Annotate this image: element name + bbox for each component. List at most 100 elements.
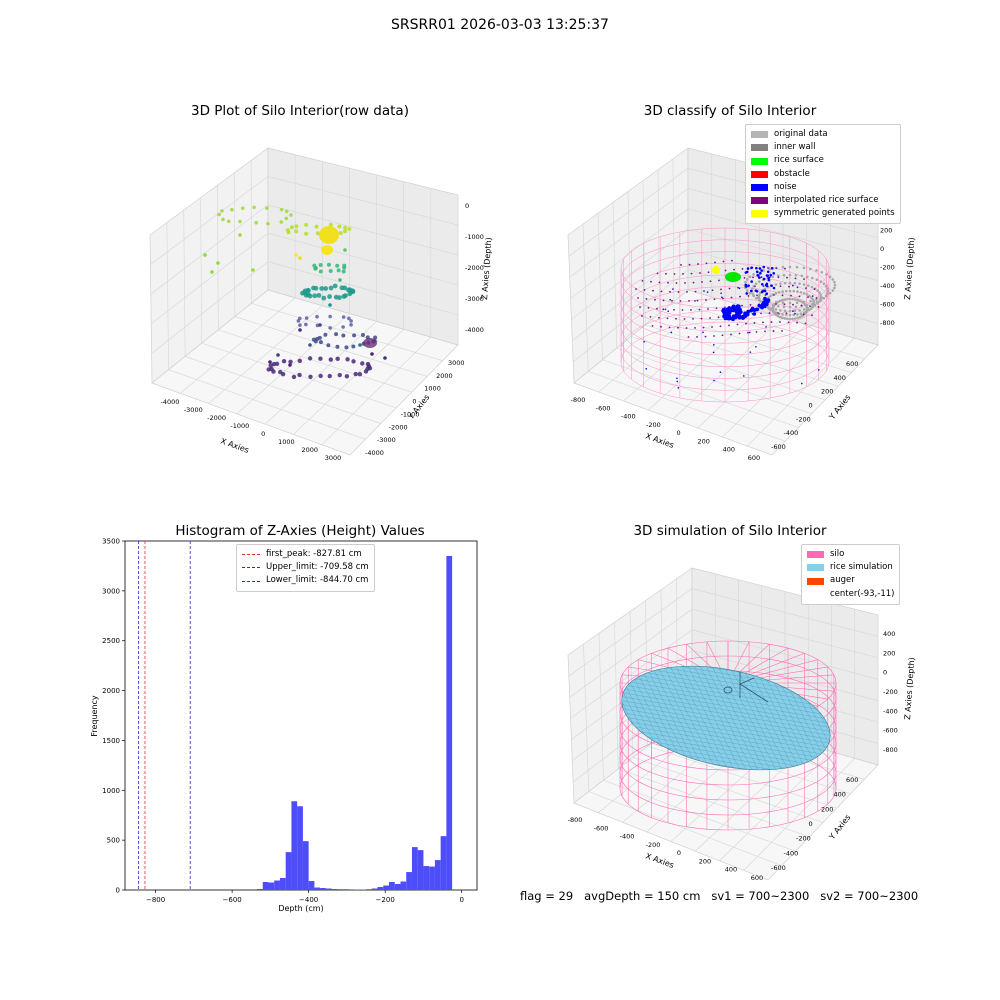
p2-point-interp [807, 296, 809, 299]
p2-point-interp [709, 280, 712, 283]
p2-point-interp [775, 267, 778, 270]
p2-point-noise [792, 284, 794, 287]
p2-xtick: -800 [571, 396, 586, 404]
p2-point-interp [705, 262, 708, 265]
p2-point-interp [707, 308, 709, 310]
x-tick-label: −600 [223, 896, 242, 904]
panel2-legend: original data inner wall rice surface obsta… [745, 124, 901, 225]
p2-point-noise [731, 304, 736, 309]
p2-point-noise [746, 267, 750, 270]
p4-xtick: -800 [568, 816, 583, 824]
p4-xtick: 200 [699, 857, 711, 865]
p2-point-original [788, 317, 792, 321]
rice-mesh-line [749, 657, 811, 779]
rice-mesh-line [665, 657, 727, 779]
legend-entry: rice simulation [807, 561, 894, 574]
p2-point-interp [669, 290, 671, 293]
p2-point-noise [669, 298, 672, 301]
histogram-bar [331, 889, 338, 890]
p2-point-interp [713, 335, 715, 337]
p2-point-interp [737, 286, 739, 289]
p2-point-interp [686, 291, 688, 293]
p2-ytick: 200 [821, 388, 833, 396]
legend-entry: original data [751, 128, 895, 141]
p2-point-interp [649, 315, 652, 318]
p2-point-original [751, 287, 754, 290]
p1-point [304, 231, 309, 236]
legend-entry: first_peak: -827.81 cm [242, 548, 369, 561]
p2-point-original [788, 265, 792, 269]
legend-label: first_peak: -827.81 cm [266, 549, 362, 559]
p2-point-noise [759, 271, 762, 275]
p2-point-original [788, 301, 792, 305]
p2-point-original [815, 298, 818, 301]
p2-point-original [779, 282, 782, 285]
p1-point [297, 316, 302, 321]
p2-point-original [757, 295, 761, 299]
x-tick-label: 0 [459, 896, 463, 904]
p2-point-original [769, 308, 772, 312]
p2-point-original [816, 302, 819, 305]
p2-point-original [788, 309, 792, 313]
p2-ztick: 0 [880, 245, 884, 253]
legend-label: rice surface [774, 155, 824, 166]
p1-ytick: 3000 [448, 359, 465, 367]
p2-point-original [776, 304, 780, 308]
p2-point-interp [650, 280, 652, 283]
p2-point-interp [713, 298, 716, 301]
p2-point-original [833, 280, 836, 284]
p1-point [373, 335, 378, 340]
p2-point-interp [635, 288, 637, 290]
p2-point-noise [758, 267, 762, 270]
panel4-title: 3D simulation of Silo Interior [633, 523, 827, 539]
p2-point-interp [721, 334, 724, 337]
p1-point [335, 263, 340, 268]
p1-ztick: -2000 [465, 264, 484, 272]
p2-point-interp [677, 291, 680, 293]
panel2-title: 3D classify of Silo Interior [643, 103, 817, 119]
p2-point-noise [667, 310, 669, 312]
p1-ytick: -1000 [401, 410, 420, 418]
legend-line [242, 554, 260, 556]
p2-point-interp [809, 305, 811, 308]
legend-label: interpolated rice surface [774, 195, 879, 206]
p2-point-interp [656, 307, 658, 310]
p2-point-interp [692, 318, 694, 320]
histogram-bar [400, 881, 407, 890]
p2-point-noise [746, 309, 750, 314]
p2-point-interp [658, 316, 660, 319]
p2-ytick: 400 [834, 374, 846, 382]
p1-point [306, 288, 311, 293]
p1-point-cluster [321, 245, 333, 255]
legend-swatch [751, 210, 768, 218]
p1-point [319, 286, 325, 291]
p1-point [333, 294, 339, 300]
p2-point-interp [755, 331, 758, 333]
p1-xtick: 0 [261, 430, 265, 438]
histogram-bar [371, 888, 378, 890]
p2-point-interp [722, 260, 725, 263]
p2-point-noise [758, 276, 761, 279]
p2-point-interp [741, 304, 743, 307]
p2-point-original [768, 267, 771, 271]
p2-point-original [826, 287, 829, 290]
p2-point-noise [765, 292, 769, 296]
p2-xtick: 0 [677, 429, 681, 437]
p1-point [316, 293, 322, 298]
p2-point-original [744, 280, 747, 284]
p2-point-original [799, 312, 803, 315]
legend-label: center(-93,-11) [830, 588, 895, 599]
legend-label: rice simulation [830, 562, 893, 573]
p2-point-original [776, 300, 780, 304]
p2-zlabel: Z Axies (Depth) [903, 237, 916, 300]
legend-label: symmetric generated points [774, 208, 895, 219]
p1-point [279, 207, 284, 212]
rice-mesh-line [612, 669, 840, 711]
p2-point-interp [668, 326, 671, 329]
p2-point-noise [801, 382, 803, 385]
p2-point-original [784, 313, 788, 317]
p2-point-interp [792, 303, 794, 306]
p2-point-original [781, 313, 784, 316]
histogram-bar [429, 866, 435, 890]
rice-mesh-line [612, 697, 840, 739]
